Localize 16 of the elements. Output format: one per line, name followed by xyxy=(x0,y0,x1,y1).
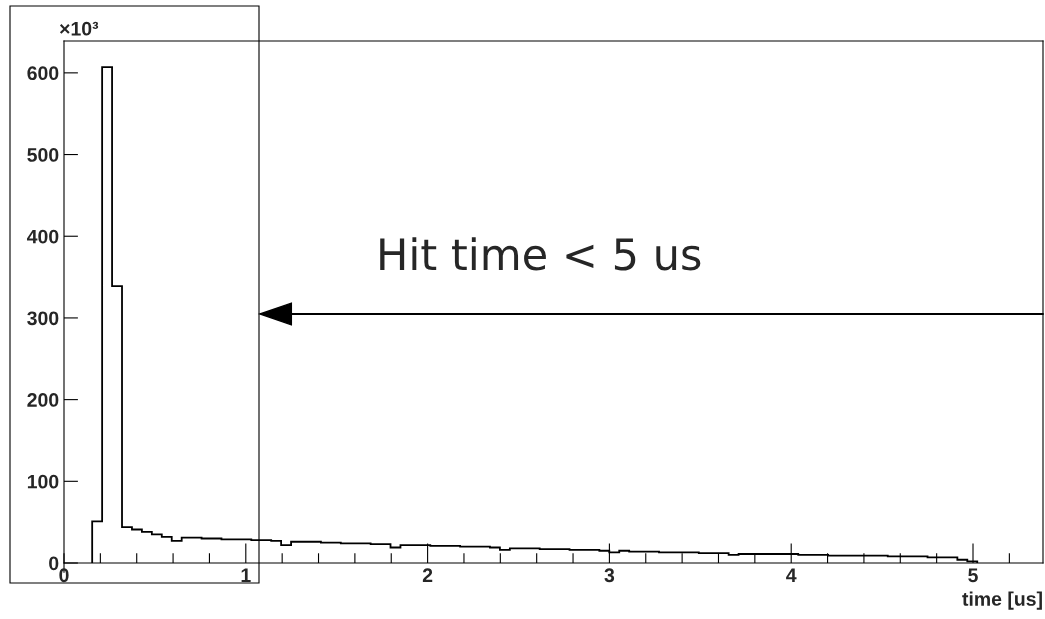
x-tick-label: 0 xyxy=(59,568,69,583)
y-tick-label: 300 xyxy=(27,311,59,326)
y-tick-label: 500 xyxy=(27,148,59,162)
y-tick-label: 0 xyxy=(49,556,59,571)
y-tick-label: 400 xyxy=(26,229,59,244)
y-tick-label: 100 xyxy=(27,474,59,489)
x-axis-title: time [us] xyxy=(962,591,1042,610)
y-tick-label: 600 xyxy=(27,66,59,81)
x-tick-label: 2 xyxy=(422,568,433,582)
annotation: Hit time < 5 us xyxy=(380,237,701,271)
y-tick-label: 200 xyxy=(27,393,59,407)
x-tick-label: 1 xyxy=(241,568,251,582)
x-tick-label: 5 xyxy=(968,568,978,583)
x-tick-label: 3 xyxy=(604,568,615,583)
y-axis-title: ×10³ xyxy=(59,21,99,36)
x-tick-label: 4 xyxy=(786,568,797,582)
